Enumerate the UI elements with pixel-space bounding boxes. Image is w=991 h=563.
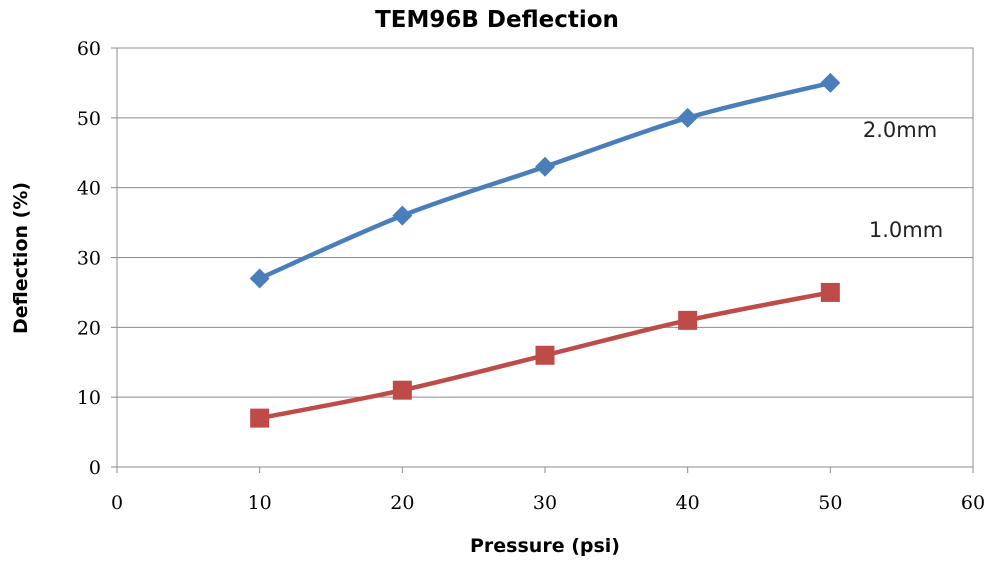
data-point: [250, 408, 270, 428]
y-tick-label: 60: [77, 38, 101, 60]
data-point: [392, 380, 412, 400]
x-tick-label: 30: [533, 492, 557, 514]
x-tick-label: 0: [111, 492, 123, 514]
data-point: [678, 310, 698, 330]
x-axis-label: Pressure (psi): [470, 535, 620, 557]
y-axis-ticks: 0 10 20 30 40 50 60: [77, 38, 117, 479]
data-point: [820, 72, 841, 93]
data-point: [535, 345, 555, 365]
data-point: [535, 156, 555, 177]
x-tick-label: 60: [961, 492, 985, 514]
y-axis-label: Deflection (%): [10, 182, 32, 334]
x-tick-label: 20: [390, 492, 414, 514]
y-tick-label: 40: [77, 178, 101, 200]
series-2.0mm: 2.0mm: [249, 72, 937, 289]
x-tick-label: 10: [248, 492, 272, 514]
x-tick-label: 50: [818, 492, 842, 514]
data-point: [820, 282, 840, 302]
x-axis-ticks: 0 10 20 30 40 50 60: [111, 467, 985, 514]
data-point: [249, 268, 270, 289]
chart-title: TEM96B Deflection: [375, 7, 619, 33]
y-tick-label: 50: [77, 108, 101, 130]
data-point: [677, 107, 698, 128]
series-label: 2.0mm: [863, 118, 937, 142]
grid-lines: [117, 117, 973, 398]
y-tick-label: 10: [77, 387, 101, 409]
series-label: 1.0mm: [869, 218, 943, 242]
data-point: [392, 205, 413, 226]
y-tick-label: 0: [89, 457, 101, 479]
series-layer: 2.0mm 1.0mm: [249, 72, 943, 428]
x-tick-label: 40: [676, 492, 700, 514]
series-1.0mm: 1.0mm: [250, 218, 943, 428]
series-line: [257, 80, 833, 281]
y-tick-label: 30: [77, 248, 101, 270]
y-tick-label: 20: [77, 317, 101, 339]
